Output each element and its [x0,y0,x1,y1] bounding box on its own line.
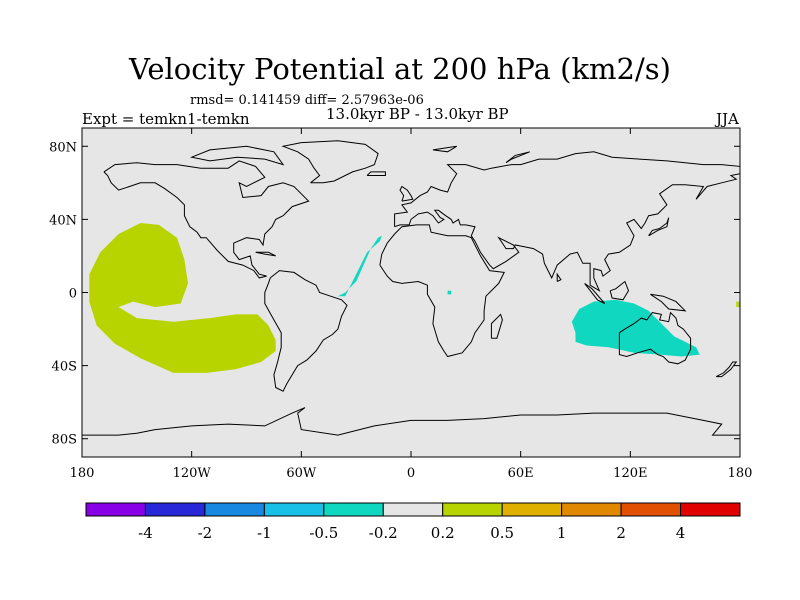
coastline [394,151,741,292]
coastline [648,217,670,237]
colorbar-swatch [561,502,622,517]
colorbar-swatch [85,502,146,517]
lat-tick-label: 80N [49,140,77,155]
coastline [618,311,692,365]
lon-tick-label: 60W [286,466,317,481]
lon-tick-label: 0 [407,466,415,481]
coastline [650,293,687,312]
colorbar-swatch [442,502,503,517]
lat-tick-label: 40N [49,213,77,228]
coastline [490,313,503,339]
lon-tick-label: 180 [70,466,95,481]
lat-tick-label: 40S [52,360,77,375]
map-plot: 80N 40N 0 40S 80S 180 120W 60W 0 60E 120E 180 [49,127,752,481]
colorbar-swatch [263,502,325,517]
colorbar-swatch [204,502,265,517]
map-ticks: 80N 40N 0 40S 80S 180 120W 60W 0 60E 120E 180 [49,128,752,481]
colorbar-label: 4 [676,524,686,542]
coastline [584,282,606,304]
colorbar-label: 0.5 [490,524,514,542]
coastline [715,361,738,378]
experiment-label: Expt = temkn1-temkn [82,110,250,128]
coastline [103,160,310,279]
coastline [255,251,276,257]
coastline [399,185,414,202]
coastline [609,280,630,301]
period-label: 13.0kyr BP - 13.0kyr BP [326,105,509,123]
chart-title: Velocity Potential at 200 hPa (km2/s) [129,52,671,86]
colorbar-label: -4 [138,524,153,542]
region-atlantic-negative [337,235,382,297]
colorbar-swatch [144,502,206,517]
colorbar-swatch [323,502,384,517]
coastline [82,407,740,436]
region-east-edge-positive [736,301,740,308]
coastline [379,224,505,358]
region-eastern-pacific-positive [89,223,276,373]
region-indian-ocean-australia-negative [571,299,700,357]
lon-tick-label: 60E [508,466,534,481]
stats-line: rmsd= 0.141459 diff= 2.57963e-06 [190,93,424,108]
colorbar-label: 1 [557,524,567,542]
map-background [82,128,740,457]
coastline [556,272,562,282]
colorbar-swatch [382,502,444,517]
lon-tick-label: 120W [173,466,212,481]
lon-tick-label: 180 [728,466,753,481]
coastline [264,270,348,392]
coastline [189,145,285,166]
colorbar-label: -0.5 [309,524,338,542]
colorbar: -4 -2 -1 -0.5 -0.2 0.2 0.5 1 2 4 [85,502,741,542]
lat-tick-label: 80S [52,433,77,448]
coastlines [82,140,741,436]
coastline [366,171,386,176]
coastline [505,151,530,164]
colorbar-label: -2 [198,524,213,542]
region-africa-small-negative [447,290,452,295]
season-label: JJA [716,110,739,128]
coastline [432,145,457,153]
lat-tick-label: 0 [69,287,77,302]
contour-regions [89,223,740,373]
coastline [281,140,379,184]
colorbar-label: -1 [257,524,272,542]
colorbar-swatch [501,502,563,517]
colorbar-swatch [620,502,682,517]
colorbar-swatch [680,502,741,517]
lon-tick-label: 120E [613,466,647,481]
colorbar-label: 2 [616,524,626,542]
colorbar-label: 0.2 [431,524,455,542]
colorbar-label: -0.2 [369,524,398,542]
